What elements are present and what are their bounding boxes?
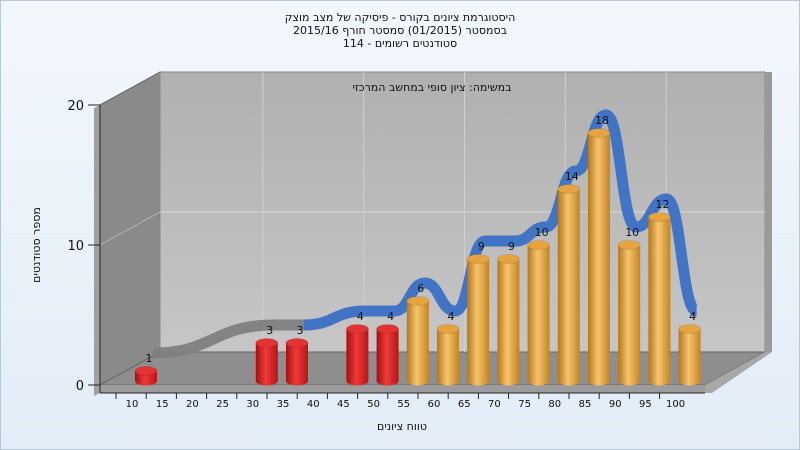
y-axis-title: מספר סטודנטים [30,207,43,283]
bar-cap [466,254,490,264]
bar: 4 [436,310,460,386]
bar-value-label: 9 [508,240,515,253]
bar-value-label: 14 [565,170,579,183]
bar-cap [255,338,279,348]
bar-body [678,329,701,386]
bar-value-label: 1 [146,352,153,365]
x-tick-label: 90 [609,399,622,410]
bar-body [527,245,550,386]
x-tick-label: 70 [488,399,501,410]
bar-body [286,343,308,386]
bar-body [588,133,610,386]
x-tick-label: 15 [156,399,169,410]
bar-cap [134,366,158,376]
bar-body [467,259,490,386]
y-tick-label: 0 [76,379,84,394]
bar-body [406,301,429,386]
bar-value-label: 9 [478,240,485,253]
y-tick-label: 10 [67,239,84,254]
y-tick-label: 20 [67,99,84,114]
bar-value-label: 10 [625,226,639,239]
x-tick-label: 80 [548,399,561,410]
bar-body [557,189,580,386]
x-tick-label: 20 [186,399,199,410]
bar-body [255,343,278,386]
x-tick-label: 85 [579,399,592,410]
bar: 3 [285,324,309,386]
trend-ribbon [303,109,700,331]
bar-value-label: 4 [448,310,455,323]
bar-body [648,217,671,386]
bar-cap [376,324,399,334]
note-text: במשימה: ציון סופי במחשב המרכזי [352,81,511,94]
x-tick-label: 55 [397,399,410,410]
bar-value-label: 3 [266,324,273,337]
bar-cap [678,324,701,334]
bar: 4 [678,310,701,386]
x-tick-label: 25 [216,399,229,410]
bar: 18 [587,114,611,386]
bar-cap [527,240,550,250]
bar-cap [346,324,369,334]
bar-cap [587,128,611,138]
bar-body [497,259,520,386]
bar-value-label: 4 [689,310,696,323]
bar-cap [617,240,641,250]
bar: 3 [255,324,279,386]
bar: 1 [134,352,158,386]
front-edge [100,385,705,393]
bar-cap [285,338,309,348]
chart-title-line-2: בסמסטר (01/2015) סמסטר חורף 2015/16 [293,24,507,37]
bar-body [346,329,369,386]
bar-value-label: 12 [655,198,669,211]
bar: 14 [557,170,581,386]
bar-body [618,245,641,386]
x-tick-label: 30 [246,399,259,410]
bar-value-label: 3 [297,324,304,337]
bar-value-label: 18 [595,114,609,127]
bar: 12 [648,198,671,386]
bar-value-label: 10 [535,226,549,239]
x-tick-label: 65 [458,399,471,410]
bar-value-label: 4 [387,310,394,323]
bar: 10 [617,226,641,386]
bar-cap [557,184,581,194]
x-tick-label: 35 [277,399,290,410]
bar: 4 [376,310,399,386]
x-tick-label: 40 [307,399,320,410]
x-tick-label: 95 [639,399,652,410]
bar-cap [436,324,460,334]
x-tick-label: 75 [518,399,531,410]
x-tick-label: 50 [367,399,380,410]
bar-cap [497,254,520,264]
trend-ribbon-low [152,319,304,359]
bar: 10 [527,226,550,386]
bar-body [437,329,459,386]
bar-value-label: 6 [417,282,424,295]
side-edge [705,352,772,393]
x-axis-title: טווח ציונים [377,420,427,433]
x-tick-label: 100 [666,399,685,410]
bar-cap [406,296,430,306]
left-edge [94,105,100,396]
bar: 6 [406,282,430,386]
x-tick-label: 45 [337,399,350,410]
bar-body [376,329,399,386]
bar-value-label: 4 [357,310,364,323]
x-tick-label: 60 [428,399,441,410]
bar: 4 [346,310,369,386]
right-edge [765,72,772,352]
chart-title-line-1: היסטוגרמת ציונים בקורס - פיסיקה של מצב מ… [284,11,516,24]
chart-title-line-3: סטודנטים רשומים - 114 [342,37,458,50]
bar-cap [648,212,671,222]
x-tick-label: 10 [126,399,139,410]
gridline-side [99,211,161,246]
bar: 9 [466,240,490,386]
bar: 9 [497,240,520,386]
